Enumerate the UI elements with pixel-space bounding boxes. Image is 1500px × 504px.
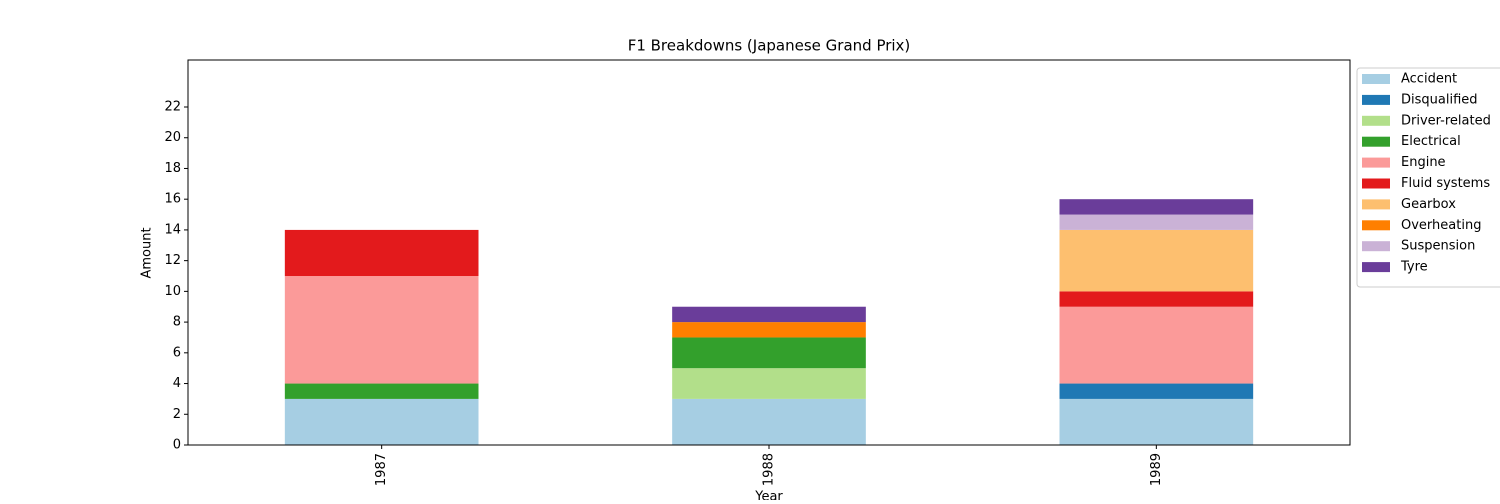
legend-swatch	[1362, 157, 1390, 168]
bar-segment	[672, 337, 866, 369]
bar-segment	[1059, 383, 1254, 399]
legend-swatch	[1362, 115, 1390, 126]
legend-swatch	[1362, 94, 1390, 105]
x-tick-label: 1987	[374, 453, 389, 486]
legend-swatch	[1362, 136, 1390, 147]
bar-segment	[672, 368, 866, 399]
bar-segment	[672, 322, 866, 338]
bar-segment	[1059, 199, 1254, 215]
bar-segment	[284, 398, 479, 445]
y-tick-label: 12	[164, 253, 181, 268]
y-tick-label: 20	[164, 130, 181, 145]
y-tick-label: 6	[173, 345, 181, 360]
bar-segment	[672, 398, 866, 445]
legend-label: Suspension	[1401, 239, 1475, 254]
legend-label: Driver-related	[1401, 113, 1491, 128]
bar-segment	[284, 383, 479, 399]
legend-label: Gearbox	[1401, 197, 1456, 212]
legend-label: Engine	[1401, 155, 1446, 170]
legend-swatch	[1362, 199, 1390, 210]
bar-segment	[1059, 229, 1254, 292]
legend-label: Overheating	[1401, 218, 1481, 233]
legend-label: Disqualified	[1401, 92, 1478, 107]
x-axis-label: Year	[754, 490, 783, 501]
legend-frame	[1356, 67, 1500, 288]
x-tick-label: 1988	[762, 453, 777, 486]
legend-swatch	[1362, 262, 1390, 273]
legend-label: Fluid systems	[1401, 176, 1490, 191]
legend-label: Accident	[1401, 72, 1457, 87]
bar-segment	[1059, 214, 1254, 230]
bar-segment	[1059, 398, 1254, 445]
y-tick-label: 22	[164, 100, 181, 115]
x-tick-label: 1989	[1149, 453, 1164, 486]
y-tick-label: 16	[164, 192, 181, 207]
bar-segment	[284, 229, 479, 277]
bar-segment	[284, 276, 479, 384]
legend-label: Electrical	[1401, 134, 1461, 149]
y-tick-label: 18	[164, 161, 181, 176]
chart-title: F1 Breakdowns (Japanese Grand Prix)	[628, 37, 911, 55]
bar-segment	[1059, 291, 1254, 307]
bar-segment	[1059, 306, 1254, 384]
legend-swatch	[1362, 178, 1390, 189]
y-tick-label: 4	[173, 376, 181, 391]
y-tick-label: 14	[164, 222, 181, 237]
bar-segment	[672, 306, 866, 323]
y-tick-label: 0	[173, 438, 181, 453]
plot-frame	[187, 59, 1351, 446]
legend-label: Tyre	[1400, 260, 1428, 275]
legend-swatch	[1362, 74, 1390, 84]
y-tick-label: 10	[164, 284, 181, 299]
y-tick-label: 8	[173, 315, 181, 330]
y-tick-label: 2	[173, 407, 181, 422]
y-axis-label: Amount	[140, 227, 155, 278]
legend-swatch	[1362, 220, 1390, 231]
legend: Accident Disqualified Driver-related Electr…	[1356, 67, 1500, 288]
legend-swatch	[1362, 241, 1390, 252]
